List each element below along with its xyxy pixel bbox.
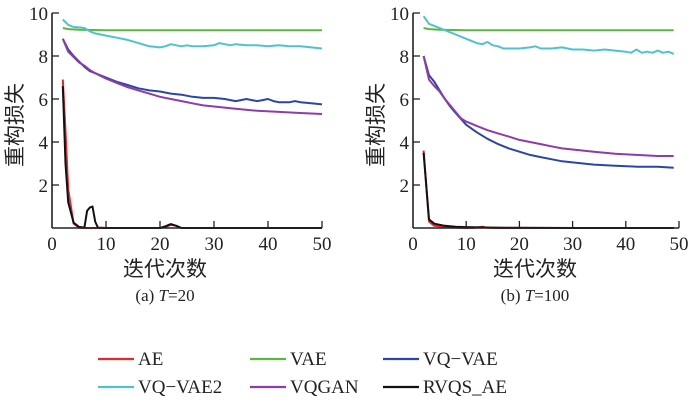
y-tick-label: 4	[39, 133, 49, 154]
y-axis-label: 重构损失	[364, 83, 388, 167]
panel-caption: (a) T=20	[135, 286, 194, 305]
panel-a: 0 10 20 30 40 50 2 4 6 8 10 迭代次数 重构损失 (a) T=20	[3, 4, 332, 305]
series-line-rvqs-ae	[422, 152, 674, 229]
series-line-vqgan	[61, 38, 323, 115]
series-line-vqgan	[422, 55, 674, 157]
x-tick-label: 0	[47, 234, 57, 255]
x-tick-label: 50	[313, 234, 332, 255]
legend-item: VQ−VAE2	[98, 377, 222, 398]
y-tick-label: 8	[400, 47, 410, 68]
y-tick-label: 2	[400, 176, 410, 197]
series-line-vq-vae	[61, 38, 323, 106]
x-tick-label: 50	[670, 234, 689, 255]
y-tick-label: 6	[39, 90, 49, 111]
y-tick-label: 4	[400, 133, 410, 154]
x-tick-label: 20	[151, 234, 170, 255]
series-line-rvqs-ae	[61, 86, 322, 229]
y-axis-label: 重构损失	[3, 83, 27, 167]
x-tick-label: 0	[408, 234, 418, 255]
legend-label: VQ−VAE	[423, 349, 498, 370]
panel-caption: (b) T=100	[501, 286, 570, 305]
series-line-ae	[422, 150, 674, 229]
series-line-vae	[423, 27, 674, 32]
series-line-vq-vae2	[62, 18, 323, 50]
legend-label: VQ−VAE2	[138, 377, 222, 398]
legend-label: VAE	[290, 349, 327, 370]
series-line-vq-vae2	[422, 15, 675, 55]
legend-item: VQ−VAE	[383, 349, 498, 370]
legend-label: AE	[138, 349, 163, 370]
x-axis-label: 迭代次数	[123, 257, 207, 281]
y-tick-label: 2	[39, 176, 49, 197]
y-tick-label: 10	[29, 4, 48, 25]
y-tick-label: 8	[39, 47, 49, 68]
x-tick-label: 30	[563, 234, 582, 255]
legend-label: VQGAN	[290, 377, 359, 398]
x-tick-label: 20	[510, 234, 529, 255]
x-tick-label: 40	[259, 234, 278, 255]
y-tick-label: 6	[400, 90, 410, 111]
legend: AE VAE VQ−VAE VQ−VAE2 VQGAN RVQS_AE	[98, 349, 507, 398]
legend-item: VAE	[250, 349, 327, 370]
x-tick-label: 30	[205, 234, 224, 255]
legend-label: RVQS_AE	[423, 377, 507, 398]
x-tick-label: 10	[97, 234, 116, 255]
x-tick-label: 10	[457, 234, 476, 255]
x-axis-label: 迭代次数	[493, 257, 577, 281]
legend-item: RVQS_AE	[383, 377, 507, 398]
y-tick-label: 10	[390, 4, 409, 25]
series-line-vq-vae	[422, 55, 674, 169]
panel-b: 0 10 20 30 40 50 2 4 6 8 10 迭代次数 重构损失 (b) T=100	[364, 4, 689, 305]
legend-item: VQGAN	[250, 377, 359, 398]
series-line-vae	[62, 27, 322, 32]
x-tick-label: 40	[616, 234, 635, 255]
legend-item: AE	[98, 349, 163, 370]
